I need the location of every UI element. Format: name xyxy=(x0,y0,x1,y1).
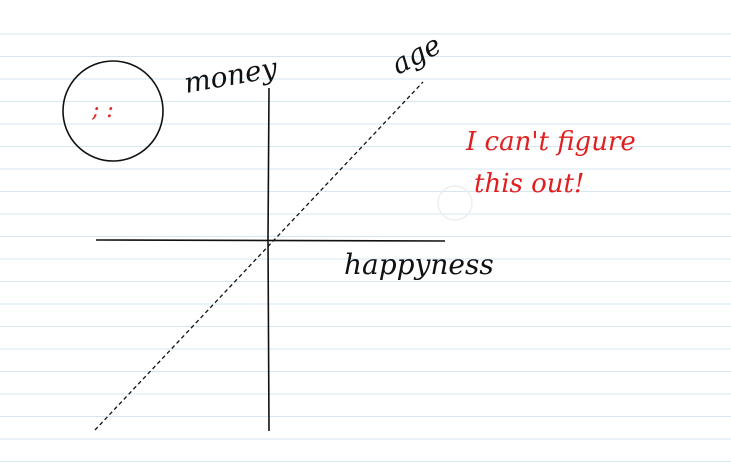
diagonal-label: age xyxy=(386,28,447,81)
face-circle xyxy=(62,60,164,162)
note-line-2: this out! xyxy=(474,169,584,199)
face-marks: ; : xyxy=(91,98,114,123)
x-axis-label: happyness xyxy=(344,248,494,281)
diagonal-dashed-line xyxy=(94,81,424,431)
horizontal-axis xyxy=(95,239,446,242)
vertical-axis xyxy=(267,87,270,432)
note-line-1: I can't figure xyxy=(465,127,636,157)
lasso-circle xyxy=(437,185,473,221)
y-axis-label: money xyxy=(181,51,280,100)
